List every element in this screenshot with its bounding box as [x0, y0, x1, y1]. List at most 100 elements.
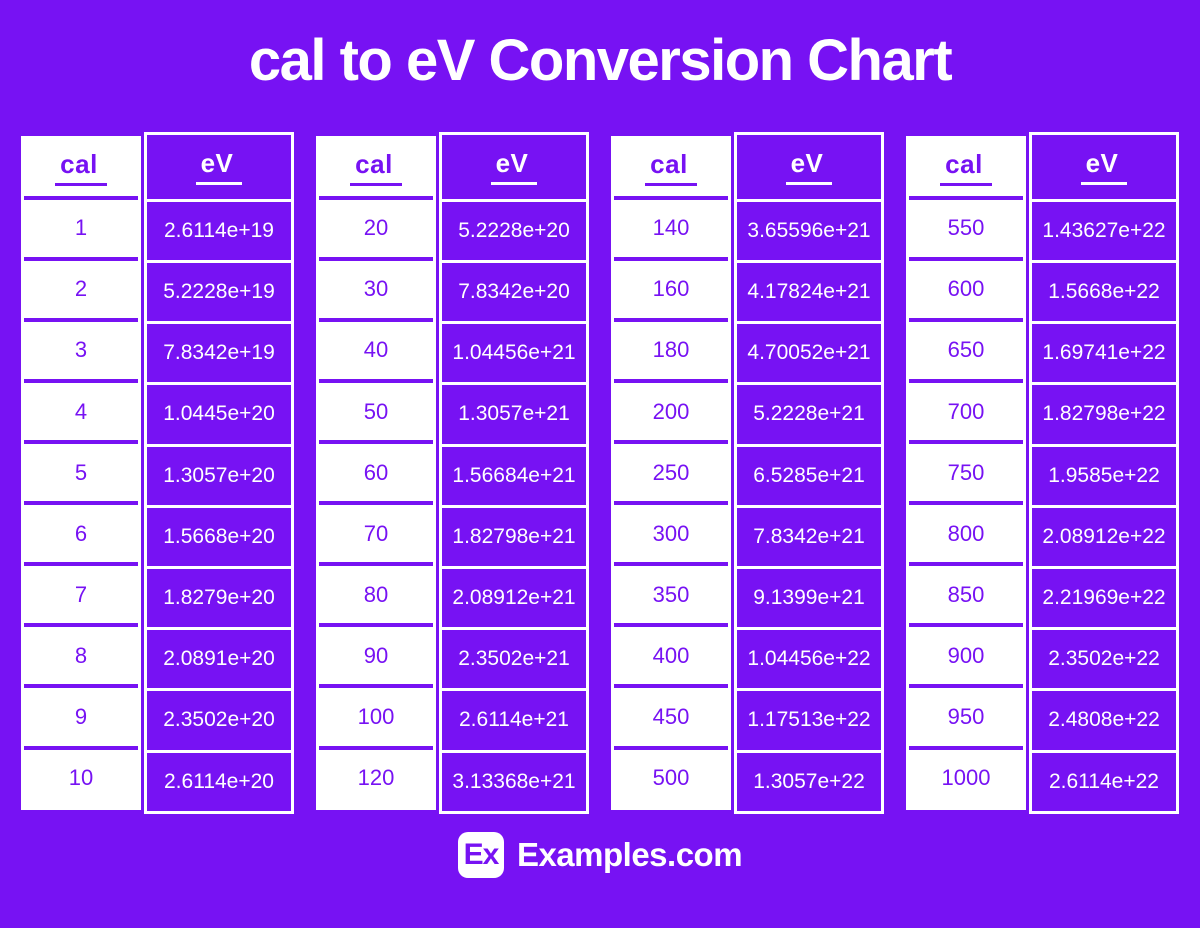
cal-value-cell: 90 — [319, 623, 433, 684]
header-label: cal — [645, 149, 697, 186]
ev-value-cell: 7.8342e+19 — [147, 321, 291, 382]
ev-value-cell: 2.4808e+22 — [1032, 688, 1176, 749]
cal-value-cell: 800 — [909, 501, 1023, 562]
ev-value-cell: 4.70052e+21 — [737, 321, 881, 382]
ev-value-cell: 6.5285e+21 — [737, 443, 881, 505]
ev-value-cell: 2.6114e+21 — [442, 688, 586, 749]
cal-header-cell: cal — [909, 139, 1023, 196]
examples-logo-icon: Ex — [457, 831, 504, 878]
header-label: eV — [195, 148, 243, 186]
cal-value-cell: 450 — [614, 684, 728, 745]
ev-value-cell: 4.17824e+21 — [737, 259, 881, 321]
conversion-table: cal 20 30 40 50 60 70 80 90 100 120 eV 5.2228e+20 7.8… — [316, 131, 589, 814]
ev-value-cell: 1.5668e+20 — [147, 504, 291, 566]
ev-value-cell: 2.0891e+20 — [147, 627, 291, 688]
ev-value-cell: 1.9585e+22 — [1032, 443, 1176, 505]
cal-value-cell: 250 — [614, 440, 728, 501]
ev-value-cell: 1.8279e+20 — [147, 565, 291, 627]
ev-value-cell: 5.2228e+21 — [737, 382, 881, 443]
cal-header-cell: cal — [24, 139, 138, 196]
header-label: cal — [940, 149, 992, 186]
cal-column: cal 20 30 40 50 60 70 80 90 100 120 — [316, 135, 436, 810]
cal-value-cell: 140 — [614, 195, 728, 257]
ev-value-cell: 1.82798e+21 — [442, 504, 586, 566]
ev-value-cell: 1.3057e+21 — [442, 382, 586, 443]
ev-value-cell: 1.56684e+21 — [442, 443, 586, 505]
cal-header-cell: cal — [614, 139, 728, 196]
cal-value-cell: 900 — [909, 623, 1023, 684]
cal-header-cell: cal — [319, 139, 433, 196]
cal-value-cell: 80 — [319, 562, 433, 623]
ev-header-cell: eV — [737, 135, 881, 199]
cal-value-cell: 700 — [909, 378, 1023, 440]
cal-value-cell: 200 — [614, 378, 728, 440]
cal-column: cal 550 600 650 700 750 800 850 900 950 1000 — [906, 135, 1026, 810]
logo-text: Ex — [463, 837, 500, 871]
cal-value-cell: 30 — [319, 256, 433, 318]
ev-value-cell: 2.6114e+19 — [147, 198, 291, 260]
ev-value-cell: 2.3502e+20 — [147, 688, 291, 749]
ev-value-cell: 2.3502e+22 — [1032, 627, 1176, 688]
ev-value-cell: 1.5668e+22 — [1032, 259, 1176, 321]
cal-value-cell: 1 — [24, 195, 138, 257]
ev-value-cell: 3.65596e+21 — [737, 198, 881, 260]
cal-column: cal 140 160 180 200 250 300 350 400 450 500 — [611, 135, 731, 810]
cal-value-cell: 50 — [319, 378, 433, 440]
cal-value-cell: 600 — [909, 256, 1023, 318]
ev-value-cell: 7.8342e+20 — [442, 259, 586, 321]
page-title: cal to eV Conversion Chart — [248, 28, 953, 93]
ev-value-cell: 1.3057e+22 — [737, 749, 881, 811]
ev-value-cell: 2.08912e+22 — [1032, 504, 1176, 566]
ev-value-cell: 1.43627e+22 — [1032, 198, 1176, 260]
cal-value-cell: 40 — [319, 317, 433, 379]
cal-column: cal 1 2 3 4 5 6 7 8 9 10 — [21, 135, 141, 810]
cal-value-cell: 6 — [24, 501, 138, 562]
cal-value-cell: 120 — [319, 745, 433, 807]
cal-value-cell: 8 — [24, 623, 138, 684]
cal-value-cell: 400 — [614, 623, 728, 684]
ev-value-cell: 2.21969e+22 — [1032, 565, 1176, 627]
ev-value-cell: 1.17513e+22 — [737, 688, 881, 749]
conversion-table: cal 1 2 3 4 5 6 7 8 9 10 eV 2.6114e+19 5.2228e+19 7.83… — [21, 131, 294, 814]
cal-value-cell: 20 — [319, 195, 433, 257]
ev-value-cell: 2.6114e+20 — [147, 749, 291, 811]
cal-value-cell: 1000 — [909, 745, 1023, 807]
cal-value-cell: 60 — [319, 440, 433, 501]
ev-column: eV 1.43627e+22 1.5668e+22 1.69741e+22 1.8279… — [1029, 131, 1179, 814]
cal-value-cell: 2 — [24, 256, 138, 318]
ev-value-cell: 9.1399e+21 — [737, 565, 881, 627]
cal-value-cell: 350 — [614, 562, 728, 623]
ev-value-cell: 1.04456e+22 — [737, 627, 881, 688]
header-label: eV — [785, 148, 833, 186]
cal-value-cell: 850 — [909, 562, 1023, 623]
cal-value-cell: 70 — [319, 501, 433, 562]
conversion-tables-row: cal 1 2 3 4 5 6 7 8 9 10 eV 2.6114e+19 5.2228e+19 7.83… — [0, 131, 1200, 814]
header-label: eV — [490, 148, 538, 186]
ev-value-cell: 1.0445e+20 — [147, 382, 291, 443]
ev-value-cell: 7.8342e+21 — [737, 504, 881, 566]
cal-value-cell: 950 — [909, 684, 1023, 745]
brand-name: Examples.com — [516, 835, 743, 873]
cal-value-cell: 500 — [614, 745, 728, 807]
cal-value-cell: 650 — [909, 317, 1023, 379]
cal-value-cell: 9 — [24, 684, 138, 745]
ev-column: eV 3.65596e+21 4.17824e+21 4.70052e+21 5.222… — [734, 131, 884, 814]
cal-value-cell: 10 — [24, 745, 138, 807]
ev-value-cell: 1.82798e+22 — [1032, 382, 1176, 443]
header-label: cal — [350, 149, 402, 186]
cal-value-cell: 300 — [614, 501, 728, 562]
cal-value-cell: 180 — [614, 317, 728, 379]
ev-column: eV 2.6114e+19 5.2228e+19 7.8342e+19 1.0445e+… — [144, 131, 294, 814]
cal-value-cell: 5 — [24, 440, 138, 501]
ev-value-cell: 2.6114e+22 — [1032, 749, 1176, 811]
cal-value-cell: 100 — [319, 684, 433, 745]
cal-value-cell: 4 — [24, 378, 138, 440]
cal-value-cell: 750 — [909, 440, 1023, 501]
ev-header-cell: eV — [442, 135, 586, 199]
header-label: cal — [55, 149, 107, 186]
cal-value-cell: 7 — [24, 562, 138, 623]
ev-value-cell: 2.3502e+21 — [442, 627, 586, 688]
ev-header-cell: eV — [1032, 135, 1176, 199]
cal-value-cell: 550 — [909, 195, 1023, 257]
ev-header-cell: eV — [147, 135, 291, 199]
